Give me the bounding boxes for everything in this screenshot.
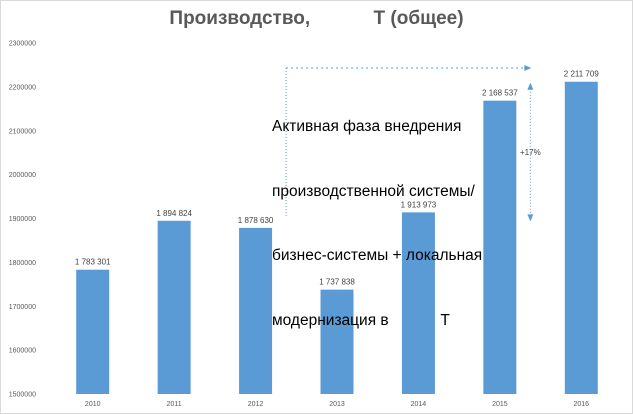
data-label: 2 211 709 — [564, 70, 600, 79]
y-tick-label: 1900000 — [9, 216, 36, 223]
annotation-arrow-head — [524, 65, 532, 71]
x-tick-label: 2011 — [167, 401, 182, 408]
x-tick-label: 2012 — [248, 401, 264, 408]
bar — [401, 212, 435, 394]
data-label: 1 737 838 — [319, 278, 355, 287]
y-tick-label: 2000000 — [9, 172, 36, 179]
chart-title: Производство, Т (общее) — [169, 8, 464, 29]
y-tick-label: 2100000 — [9, 128, 36, 135]
annotation-line: бизнес-системы + локальная — [272, 247, 483, 264]
y-axis: 1500000 1600000 1700000 1800000 1900000 20000… — [9, 41, 36, 399]
y-tick-label: 2200000 — [9, 84, 36, 91]
data-label: 1 913 973 — [401, 200, 437, 209]
bars: 1 783 301 2010 1 894 824 2011 1 878 630 2012 1… — [75, 70, 599, 408]
x-tick-label: 2015 — [492, 401, 508, 408]
data-label: 1 894 824 — [156, 209, 192, 218]
annotation-line: Активная фаза внедрения — [272, 118, 462, 135]
bar — [157, 220, 191, 394]
annotation-overlay: +17% — [285, 65, 541, 222]
y-tick-label: 1700000 — [9, 304, 36, 311]
annotation-line: производственной системы/ — [272, 182, 475, 200]
bar — [320, 289, 354, 394]
data-label: 1 783 301 — [75, 258, 111, 267]
y-tick-label: 1600000 — [9, 348, 36, 355]
data-label: 1 878 630 — [238, 216, 274, 225]
y-tick-label: 1800000 — [9, 260, 36, 267]
bar — [483, 100, 517, 395]
growth-label: +17% — [520, 148, 541, 157]
x-tick-label: 2014 — [411, 401, 427, 408]
bar — [239, 227, 273, 394]
growth-arrow-head-up — [527, 82, 534, 90]
annotation-line: модернизация в Т — [272, 311, 450, 329]
bar — [76, 269, 110, 394]
growth-arrow-head-down — [527, 214, 534, 222]
y-tick-label: 1500000 — [9, 392, 36, 399]
x-tick-label: 2010 — [85, 401, 101, 408]
x-tick-label: 2016 — [573, 401, 589, 408]
data-label: 2 168 537 — [482, 89, 518, 98]
x-tick-label: 2013 — [329, 401, 345, 408]
bar — [564, 81, 598, 395]
annotation-text: Активная фаза внедрения производственной… — [272, 73, 482, 353]
y-tick-label: 2300000 — [9, 41, 36, 48]
